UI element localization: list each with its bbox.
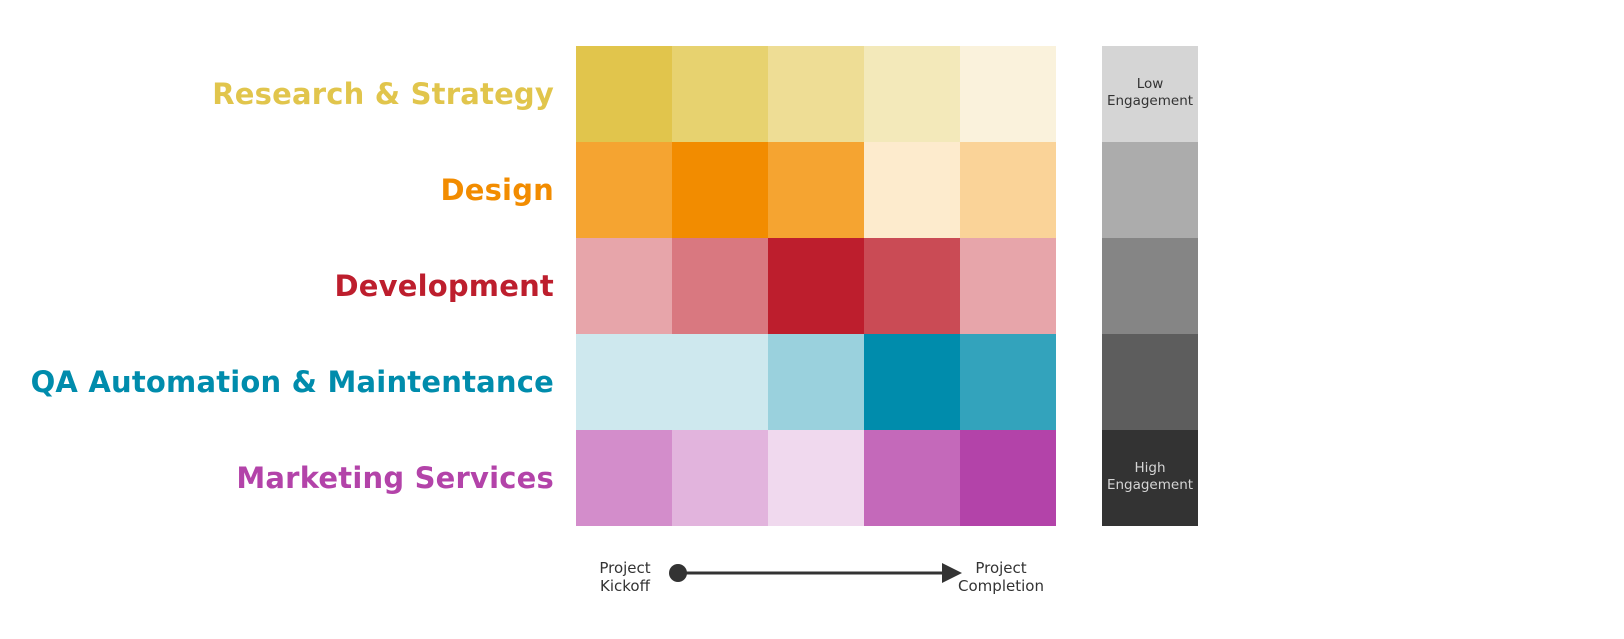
row-label: Design (440, 173, 554, 207)
row-label: Research & Strategy (212, 77, 554, 111)
heatmap-cell (960, 46, 1056, 142)
heatmap-cell (576, 238, 672, 334)
engagement-legend: Low Engagement High Engagement (1102, 46, 1198, 526)
heatmap-cell (864, 238, 960, 334)
legend-swatch (1102, 238, 1198, 334)
heatmap-cell (672, 142, 768, 238)
heatmap-cell (960, 334, 1056, 430)
heatmap-cell (960, 430, 1056, 526)
heatmap-cell (768, 46, 864, 142)
timeline-arrow (669, 563, 962, 583)
x-axis-start-label-line1: Project (599, 559, 651, 577)
x-axis-start-label-line2: Kickoff (600, 577, 650, 595)
x-axis-end-label-line1: Project (975, 559, 1027, 577)
heatmap-cell (672, 238, 768, 334)
heatmap-cell (672, 46, 768, 142)
x-axis-end-label-line2: Completion (958, 577, 1044, 595)
legend-high-label: High Engagement (1102, 460, 1198, 494)
heatmap-cell (864, 430, 960, 526)
heatmap-cell (864, 142, 960, 238)
heatmap-cell (864, 46, 960, 142)
heatmap-cell (768, 430, 864, 526)
row-label: Marketing Services (236, 461, 554, 495)
legend-swatch (1102, 334, 1198, 430)
legend-high-label-line: Engagement (1106, 477, 1194, 493)
heatmap-cell (672, 430, 768, 526)
heatmap-cell (576, 142, 672, 238)
heatmap-cell (768, 238, 864, 334)
heatmap-cell (576, 334, 672, 430)
heatmap-cell (864, 334, 960, 430)
legend-swatch (1102, 142, 1198, 238)
heatmap-cell (576, 430, 672, 526)
row-label: Development (334, 269, 554, 303)
heatmap-cell (576, 46, 672, 142)
heatmap-grid (576, 46, 1056, 526)
legend-low-label-line: Low (1136, 76, 1164, 92)
legend-low-label: Low Engagement (1102, 76, 1198, 110)
heatmap-cell (768, 334, 864, 430)
row-label: QA Automation & Maintentance (30, 365, 554, 399)
heatmap-cell (768, 142, 864, 238)
legend-low-label-line: Engagement (1106, 93, 1194, 109)
legend-high-label-line: High (1134, 460, 1166, 476)
x-axis-start-label: Project Kickoff (590, 559, 660, 595)
legend-swatch (1102, 46, 1198, 142)
timeline-arrowhead (942, 563, 962, 583)
heatmap-cell (960, 238, 1056, 334)
legend-swatch (1102, 430, 1198, 526)
heatmap-cell (672, 334, 768, 430)
heatmap-cell (960, 142, 1056, 238)
x-axis-end-label: Project Completion (951, 559, 1051, 595)
